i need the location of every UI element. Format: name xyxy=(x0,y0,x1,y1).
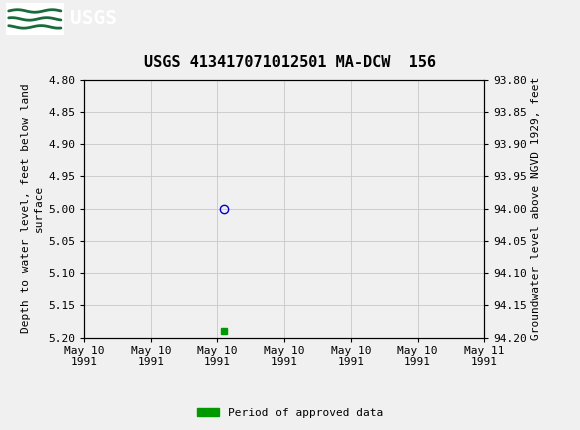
Y-axis label: Groundwater level above NGVD 1929, feet: Groundwater level above NGVD 1929, feet xyxy=(531,77,541,340)
Text: USGS 413417071012501 MA-DCW  156: USGS 413417071012501 MA-DCW 156 xyxy=(144,55,436,71)
FancyBboxPatch shape xyxy=(6,3,64,35)
Y-axis label: Depth to water level, feet below land
surface: Depth to water level, feet below land su… xyxy=(21,84,44,333)
Text: USGS: USGS xyxy=(70,9,117,28)
Legend: Period of approved data: Period of approved data xyxy=(193,403,387,422)
